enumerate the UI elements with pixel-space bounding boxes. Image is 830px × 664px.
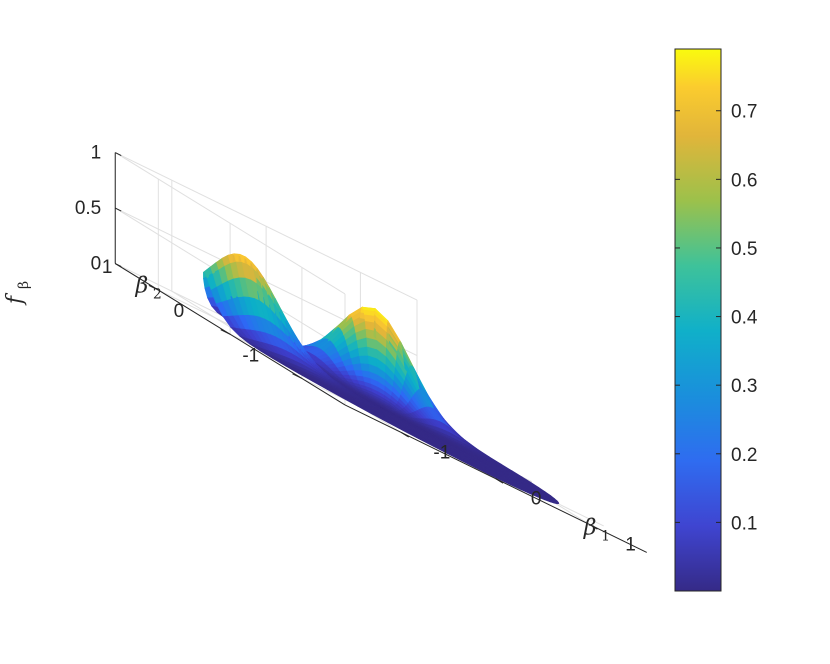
colorbar-tick-label: 0.2	[731, 445, 757, 466]
y-tick-label: 0	[174, 301, 185, 322]
x-axis-label-sub: 1	[601, 528, 610, 544]
surface-patch	[359, 355, 370, 365]
axis-layer	[114, 152, 647, 553]
surface-patch	[352, 363, 363, 371]
z-tick-label: 0.5	[75, 198, 101, 219]
y-axis-label-sub: 2	[153, 286, 162, 302]
colorbar-tick-label: 0.3	[731, 376, 757, 397]
z-tick	[115, 207, 122, 212]
x-tick	[401, 432, 410, 438]
surface-layer	[203, 253, 560, 505]
colorbar	[674, 48, 722, 592]
grid-line	[115, 152, 418, 301]
z-axis-label-sub: β	[16, 281, 32, 289]
y-tick	[220, 329, 231, 335]
x-axis-label-main: β	[583, 515, 597, 540]
x-tick	[495, 478, 504, 484]
colorbar-tick-label: 0.6	[731, 170, 757, 191]
x-tick-label: 0	[531, 489, 542, 510]
z-axis-label: fβ	[3, 281, 32, 306]
z-tick-label: 0	[91, 254, 102, 275]
y-axis-label-main: β	[135, 273, 149, 298]
colorbar-tick-label: 0.1	[731, 513, 757, 534]
z-tick	[115, 152, 122, 156]
y-tick	[292, 373, 303, 379]
x-tick-label: 1	[625, 535, 636, 556]
grid-line	[114, 152, 346, 295]
colorbar-ticks: 0.1 0.2 0.3 0.4 0.5 0.6 0.7	[675, 102, 758, 534]
colorbar-tick-label: 0.4	[731, 308, 758, 329]
y-tick-label: -1	[242, 345, 259, 366]
z-axis-label-main: f	[3, 292, 28, 306]
z-tick-label: 1	[91, 143, 102, 164]
y-tick	[148, 284, 159, 291]
surface-patch	[357, 346, 369, 357]
surface-patch	[548, 499, 558, 505]
x-tick	[589, 524, 598, 530]
colorbar-tick-label: 0.7	[731, 102, 757, 123]
y-tick-label: 1	[102, 257, 113, 278]
colorbar-tick-label: 0.5	[731, 239, 757, 260]
colorbar-gradient-bar	[674, 48, 722, 592]
z-tick	[115, 263, 122, 267]
x-tick-label: -1	[433, 443, 450, 464]
x-axis-line	[344, 404, 647, 553]
